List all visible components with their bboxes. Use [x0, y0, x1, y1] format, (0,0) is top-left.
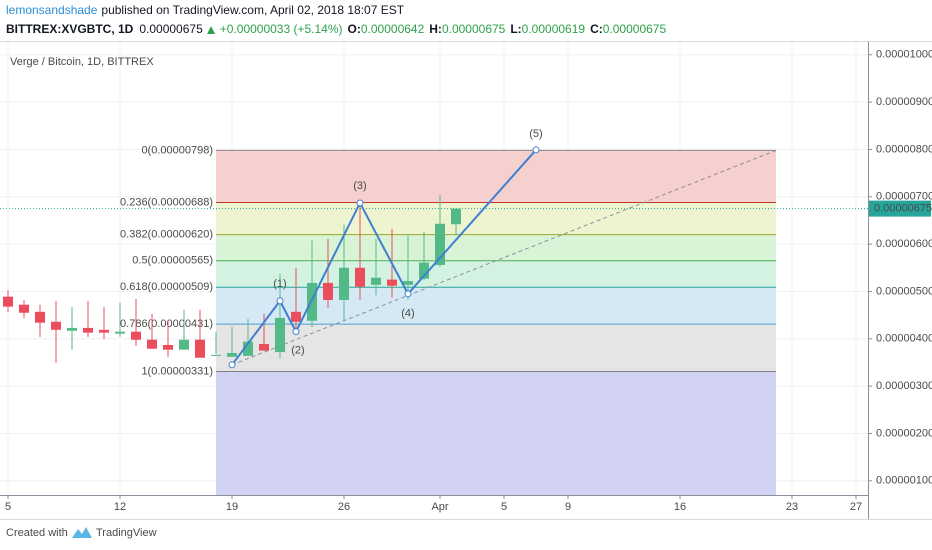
- y-tick-label: 0.00000100: [876, 475, 932, 487]
- y-tick-label: 0.00000900: [876, 96, 932, 108]
- price: 0.00000675: [139, 22, 203, 36]
- fib-level-label: 0.5(0.00000565): [132, 255, 213, 267]
- wave-point: [356, 199, 364, 207]
- x-tick-label: 12: [114, 501, 126, 513]
- candle-body: [435, 223, 445, 265]
- candle-body: [3, 296, 13, 307]
- candle-body: [371, 277, 381, 285]
- wave-label: (1): [273, 278, 286, 290]
- fib-zone: [216, 324, 776, 372]
- tradingview-logo[interactable]: TradingView: [72, 527, 157, 539]
- fib-level-label: 1(0.00000331): [141, 365, 213, 377]
- candle-body: [451, 208, 461, 225]
- candle-body: [291, 311, 301, 322]
- y-tick-label: 0.00000300: [876, 380, 932, 392]
- up-arrow-icon: [207, 26, 216, 34]
- candle-body: [387, 279, 397, 286]
- footer-brand[interactable]: TradingView: [96, 527, 157, 539]
- candle-body: [163, 344, 173, 350]
- plot-area: 0(0.00000798) 0.236(0.00000688) 0.382(0.00…: [0, 42, 868, 495]
- y-tick-label: 0.00000700: [876, 191, 932, 203]
- wave-point: [276, 297, 284, 305]
- x-tick-label: 16: [674, 501, 686, 513]
- candle-body: [307, 282, 317, 321]
- x-tick-label: Apr: [431, 501, 448, 513]
- y-tick-label: 0.00000600: [876, 238, 932, 250]
- candle-body: [403, 281, 413, 285]
- x-tick-label: 5: [501, 501, 507, 513]
- y-tick-label: 0.00000200: [876, 427, 932, 439]
- header-line-2: BITTREX:XVGBTC, 1D 0.00000675 +0.00000033 …: [6, 22, 666, 36]
- candle-body: [35, 311, 45, 323]
- y-tick-label: 0.00001000: [876, 49, 932, 61]
- candle-body: [211, 354, 221, 356]
- c-value: 0.00000675: [603, 22, 667, 36]
- published: published on TradingView.com, April 02, …: [101, 3, 404, 17]
- candle-body: [227, 352, 237, 357]
- change: +0.00000033 (+5.14%): [220, 22, 343, 36]
- fib-level-label: 0(0.00000798): [141, 144, 213, 156]
- wave-label: (4): [401, 308, 414, 320]
- c-label: C:: [590, 22, 603, 36]
- candle-body: [195, 339, 205, 358]
- candle-body: [51, 321, 61, 330]
- candle-body: [131, 331, 141, 340]
- wave-label: (5): [529, 128, 542, 140]
- y-tick-label: 0.00000800: [876, 143, 932, 155]
- wave-point: [292, 328, 300, 336]
- wave-point: [532, 146, 540, 154]
- candle-body: [179, 339, 189, 350]
- fib-zone: [216, 260, 776, 288]
- header-line-1: lemonsandshade published on TradingView.c…: [6, 3, 405, 17]
- fib-level-label: 0.382(0.00000620): [120, 229, 213, 241]
- x-tick-label: 19: [226, 501, 238, 513]
- fib-zone: [216, 371, 776, 495]
- logo-icon: [72, 527, 92, 538]
- wave-line: [231, 149, 537, 366]
- candle-body: [67, 327, 77, 331]
- x-tick-label: 23: [786, 501, 798, 513]
- x-tick-label: 9: [565, 501, 571, 513]
- candle-body: [147, 339, 157, 349]
- x-tick-label: 26: [338, 501, 350, 513]
- candle-body: [419, 262, 429, 279]
- candle-body: [115, 331, 125, 334]
- y-tick-label: 0.00000400: [876, 333, 932, 345]
- author[interactable]: lemonsandshade: [6, 3, 98, 17]
- h-value: 0.00000675: [442, 22, 506, 36]
- wave-point: [228, 361, 236, 369]
- price-tag-label: 0.00000675: [874, 203, 932, 215]
- wave-label: (2): [291, 345, 304, 357]
- candle-body: [275, 317, 285, 353]
- candle-body: [355, 267, 365, 287]
- candle-body: [323, 282, 333, 300]
- price-tag: [869, 200, 931, 217]
- candle-body: [99, 329, 109, 333]
- fib-level-label: 0.618(0.00000509): [120, 281, 213, 293]
- x-tick-label: 27: [850, 501, 862, 513]
- candle-body: [339, 267, 349, 300]
- x-tick-label: 5: [5, 501, 11, 513]
- chart-title: Verge / Bitcoin, 1D, BITTREX: [10, 56, 154, 68]
- fib-level-label: 0.236(0.00000688): [120, 196, 213, 208]
- wave-label: (3): [353, 180, 366, 192]
- o-label: O:: [348, 22, 361, 36]
- fib-zone: [216, 234, 776, 261]
- symbol: BITTREX:XVGBTC, 1D: [6, 22, 134, 36]
- footer-text: Created with: [6, 527, 68, 539]
- y-tick-label: 0.00000500: [876, 285, 932, 297]
- fib-level-label: 0.786(0.00000431): [120, 318, 213, 330]
- o-value: 0.00000642: [361, 22, 425, 36]
- l-label: L:: [510, 22, 521, 36]
- candle-body: [19, 304, 29, 313]
- fib-zone: [216, 202, 776, 235]
- candle-body: [83, 327, 93, 333]
- h-label: H:: [429, 22, 442, 36]
- l-value: 0.00000619: [522, 22, 586, 36]
- candle-body: [259, 344, 269, 351]
- candle-body: [243, 341, 253, 356]
- wave-point: [404, 290, 412, 298]
